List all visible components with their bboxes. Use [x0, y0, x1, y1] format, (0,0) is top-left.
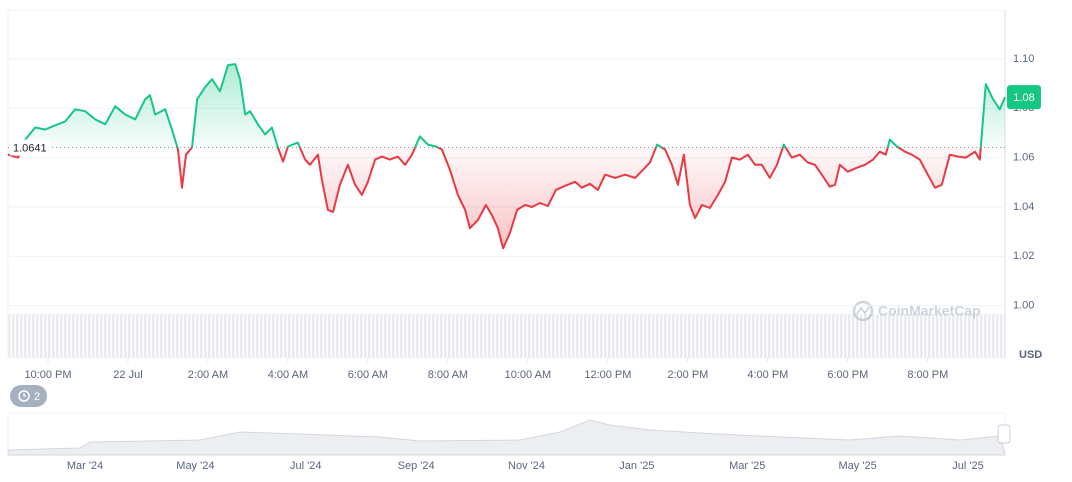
- y-tick-label: 1.00: [1013, 300, 1034, 312]
- x-tick-label: 12:00 PM: [584, 369, 631, 381]
- y-tick-label: 1.10: [1013, 53, 1034, 65]
- volume-bars: [8, 314, 1005, 358]
- navigator[interactable]: [7, 412, 1011, 456]
- x-tick-label: 2:00 PM: [667, 369, 708, 381]
- navigator-label: Mar '25: [729, 460, 765, 472]
- y-tick-label: 1.06: [1013, 152, 1034, 164]
- x-tick-label: 4:00 PM: [747, 369, 788, 381]
- x-tick-label: 10:00 PM: [24, 369, 71, 381]
- x-tick-label: 10:00 AM: [505, 369, 551, 381]
- x-tick-label: 2:00 AM: [188, 369, 228, 381]
- y-tick-label: 1.04: [1013, 201, 1034, 213]
- watermark-text: CoinMarketCap: [878, 303, 981, 319]
- x-tick-label: 6:00 PM: [827, 369, 868, 381]
- x-tick-label: 8:00 PM: [907, 369, 948, 381]
- x-tick-label: 4:00 AM: [268, 369, 308, 381]
- y-tick-label: 1.02: [1013, 250, 1034, 262]
- history-badge[interactable]: 2: [10, 385, 47, 407]
- price-line: [7, 63, 1006, 250]
- navigator-label: Jul '24: [290, 460, 321, 472]
- navigator-label: May '24: [176, 460, 214, 472]
- last-price-box: [1007, 85, 1041, 110]
- navigator-label: Sep '24: [398, 460, 435, 472]
- baseline-label-box: [10, 139, 50, 156]
- navigator-area: [7, 419, 1006, 456]
- navigator-label: Nov '24: [508, 460, 545, 472]
- last-price: 1.08: [1013, 92, 1034, 104]
- navigator-label: Jul '25: [952, 460, 983, 472]
- x-tick-label: 22 Jul: [113, 369, 142, 381]
- y-unit: USD: [1019, 349, 1042, 361]
- watermark: CoinMarketCap: [852, 300, 981, 322]
- x-tick-label: 6:00 AM: [348, 369, 388, 381]
- baseline-label: 1.0641: [13, 142, 47, 154]
- price-area: [8, 64, 1005, 249]
- badge-count: 2: [34, 391, 40, 403]
- x-tick-label: 8:00 AM: [428, 369, 468, 381]
- navigator-label: Jan '25: [619, 460, 654, 472]
- navigator-handle[interactable]: [997, 424, 1011, 444]
- navigator-label: May '25: [839, 460, 877, 472]
- navigator-label: Mar '24: [67, 460, 103, 472]
